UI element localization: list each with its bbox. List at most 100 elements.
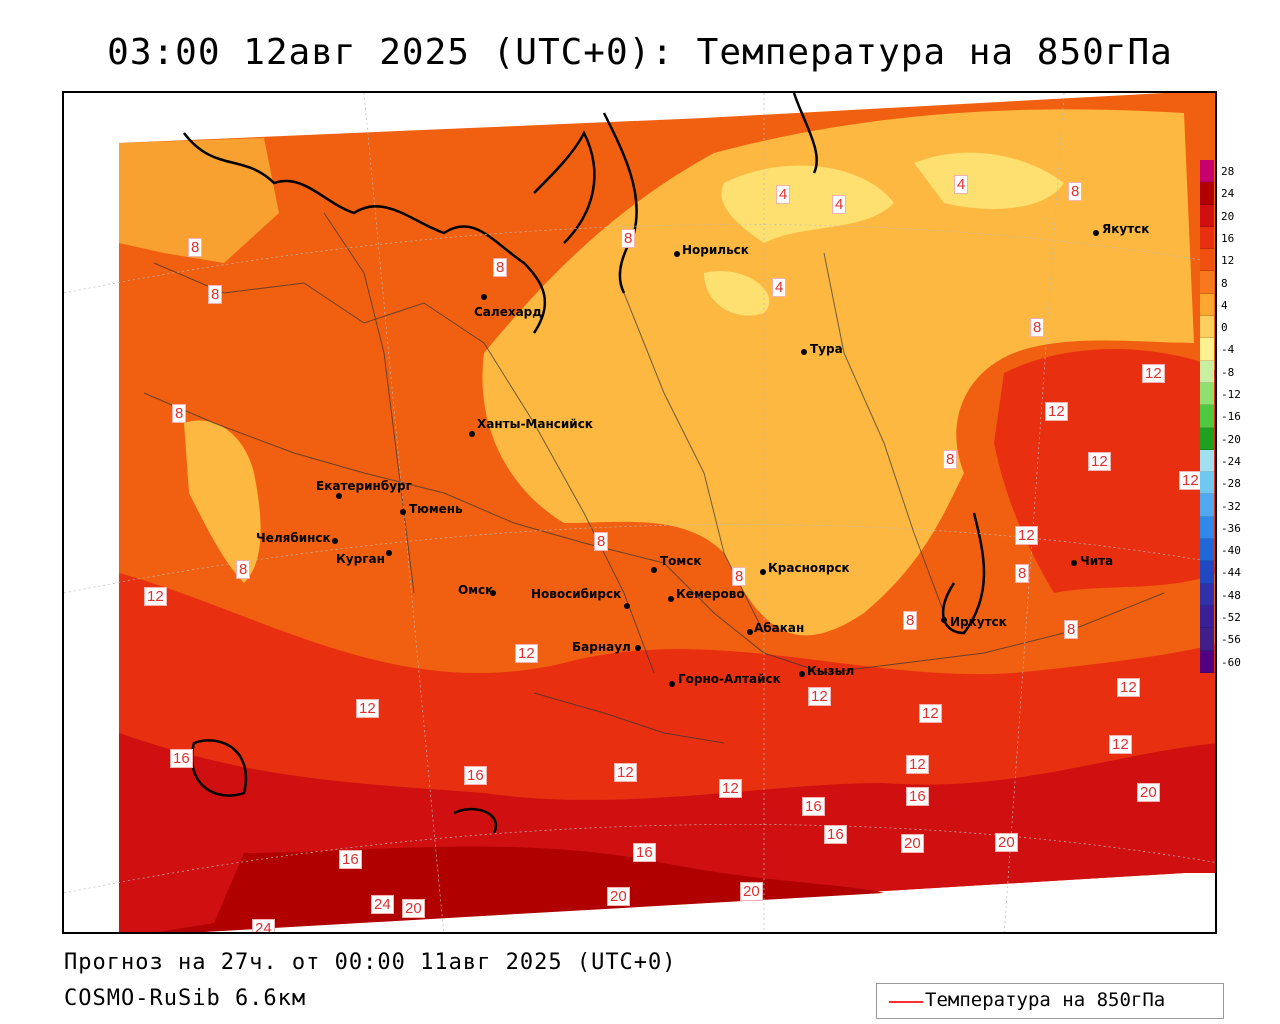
- color-scale-bar: [1200, 160, 1214, 673]
- temperature-map: Норильск Салехард Тура Якутск Ханты-Манс…: [62, 91, 1217, 934]
- city-dot: [674, 251, 680, 257]
- contour-label: 8: [236, 560, 251, 579]
- color-scale-tick-label: 28: [1221, 165, 1235, 178]
- contour-label: 4: [954, 175, 969, 194]
- city-label: Томск: [660, 554, 702, 568]
- color-scale-segment: [1200, 249, 1214, 272]
- city-label: Норильск: [682, 243, 749, 257]
- city-dot: [635, 645, 641, 651]
- city-dot: [747, 629, 753, 635]
- map-field: [64, 93, 1215, 932]
- color-scale-tick-label: 0: [1221, 321, 1228, 335]
- city-dot: [386, 550, 392, 556]
- contour-label: 8: [172, 404, 187, 423]
- contour-label: 12: [808, 687, 831, 706]
- contour-label: 16: [824, 825, 847, 844]
- color-scale-segment: [1200, 226, 1214, 250]
- contour-label: 8: [594, 532, 609, 551]
- color-scale-tick-label: -44: [1221, 566, 1241, 580]
- contour-label: 24: [252, 919, 275, 932]
- city-dot: [668, 596, 674, 602]
- city-label: Кызыл: [807, 664, 855, 678]
- contour-label: 20: [402, 899, 425, 918]
- color-scale-segment: [1200, 650, 1214, 673]
- contour-label: 12: [906, 755, 929, 774]
- city-label: Ханты-Мансийск: [477, 417, 593, 431]
- color-scale-segment: [1200, 160, 1214, 183]
- contour-label: 8: [1068, 182, 1083, 201]
- color-scale-segment: [1200, 605, 1214, 629]
- legend-line-swatch: [889, 1001, 923, 1003]
- forecast-info: Прогноз на 27ч. от 00:00 11авг 2025 (UTC…: [64, 950, 677, 975]
- contour-label: 12: [356, 699, 379, 718]
- city-dot: [799, 671, 805, 677]
- legend-label: Температура на 850гПа: [925, 989, 1166, 1011]
- color-scale-tick-label: -60: [1221, 655, 1241, 669]
- color-scale-tick-label: -28: [1221, 477, 1241, 491]
- color-scale-segment: [1200, 583, 1214, 606]
- color-scale-tick-label: -56: [1221, 633, 1241, 647]
- map-title: 03:00 12авг 2025 (UTC+0): Температура на…: [107, 32, 1173, 73]
- color-scale-tick-label: 16: [1221, 231, 1235, 245]
- contour-label: 16: [633, 843, 656, 862]
- contour-label: 16: [339, 850, 362, 869]
- color-scale-tick-label: 8: [1221, 276, 1228, 290]
- city-dot: [469, 431, 475, 437]
- city-label: Екатеринбург: [316, 479, 412, 493]
- city-dot: [490, 590, 496, 596]
- color-scale-tick-label: -32: [1221, 499, 1241, 513]
- city-label: Иркутск: [950, 615, 1007, 629]
- contour-label: 8: [188, 238, 203, 257]
- city-dot: [669, 681, 675, 687]
- city-label: Челябинск: [256, 531, 331, 545]
- contour-label: 4: [772, 278, 787, 297]
- contour-label: 12: [719, 779, 742, 798]
- city-dot: [481, 294, 487, 300]
- color-scale-segment: [1200, 316, 1214, 339]
- color-scale-segment: [1200, 516, 1214, 540]
- color-scale-tick-label: -52: [1221, 611, 1241, 624]
- contour-label: 4: [832, 195, 847, 214]
- contour-label: 16: [906, 787, 929, 806]
- contour-label: 12: [144, 587, 167, 606]
- contour-label: 8: [493, 258, 508, 277]
- city-dot: [760, 569, 766, 575]
- contour-label: 16: [802, 797, 825, 816]
- contour-label: 20: [740, 882, 763, 901]
- color-scale-segment: [1200, 405, 1214, 428]
- city-label: Барнаул: [572, 640, 631, 654]
- color-scale-segment: [1200, 539, 1214, 562]
- contour-label: 12: [515, 644, 538, 663]
- contour-label: 20: [1137, 783, 1160, 802]
- map-legend: Температура на 850гПа: [876, 983, 1224, 1019]
- contour-label: 12: [1015, 526, 1038, 545]
- color-scale-segment: [1200, 271, 1214, 294]
- city-dot: [651, 567, 657, 573]
- contour-label: 8: [621, 229, 636, 248]
- city-dot: [1093, 230, 1099, 236]
- city-label: Красноярск: [768, 561, 850, 575]
- contour-label: 8: [732, 567, 747, 586]
- city-dot: [336, 493, 342, 499]
- city-label: Якутск: [1102, 222, 1150, 236]
- color-scale-segment: [1200, 449, 1214, 473]
- color-scale-tick-label: -16: [1221, 410, 1241, 424]
- color-scale-tick-label: -24: [1221, 454, 1241, 468]
- contour-label: 20: [995, 833, 1018, 852]
- contour-label: 8: [208, 285, 223, 304]
- city-label: Омск: [458, 583, 494, 597]
- contour-label: 12: [1179, 471, 1202, 490]
- color-scale-tick-label: 12: [1221, 254, 1235, 268]
- city-label: Салехард: [474, 305, 542, 319]
- contour-label: 20: [607, 887, 630, 906]
- contour-label: 4: [776, 185, 791, 204]
- color-scale-tick-label: 20: [1221, 209, 1235, 223]
- color-scale-segment: [1200, 204, 1214, 227]
- color-scale-segment: [1200, 293, 1214, 317]
- city-dot: [332, 538, 338, 544]
- contour-label: 12: [1109, 735, 1132, 754]
- color-scale-tick-label: -20: [1221, 432, 1241, 446]
- contour-label: 12: [1142, 364, 1165, 383]
- color-scale-segment: [1200, 182, 1214, 205]
- contour-label: 12: [614, 763, 637, 782]
